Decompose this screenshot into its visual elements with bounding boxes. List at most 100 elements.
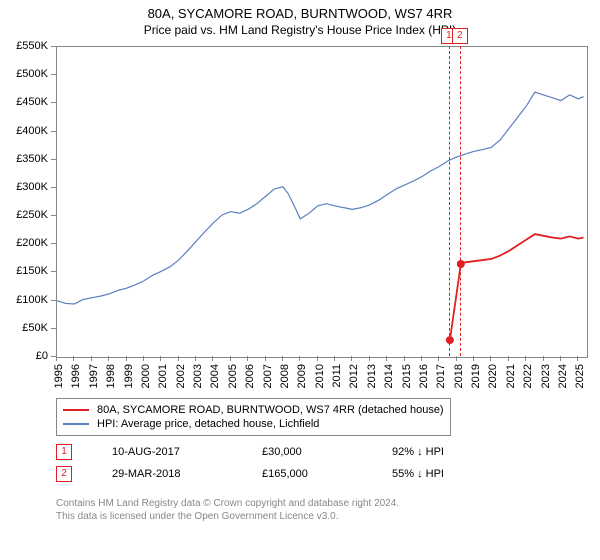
y-axis-label: £350K — [0, 153, 48, 165]
transaction-price: £165,000 — [262, 468, 352, 480]
x-axis-label: 2008 — [279, 364, 291, 388]
price-point — [446, 336, 454, 344]
transaction-badge: 1 — [56, 444, 72, 460]
x-tick — [334, 356, 335, 361]
chart-svg — [57, 47, 587, 357]
x-axis-label: 2012 — [348, 364, 360, 388]
x-axis-label: 1997 — [88, 364, 100, 388]
y-tick — [51, 300, 56, 301]
x-tick — [195, 356, 196, 361]
x-tick — [456, 356, 457, 361]
y-axis-label: £0 — [0, 350, 48, 362]
x-axis-label: 2009 — [296, 364, 308, 388]
x-axis-label: 2002 — [175, 364, 187, 388]
legend-label: HPI: Average price, detached house, Lich… — [97, 418, 319, 430]
x-axis-label: 2000 — [140, 364, 152, 388]
transaction-badge: 2 — [56, 466, 72, 482]
x-tick — [299, 356, 300, 361]
x-axis-label: 2010 — [314, 364, 326, 388]
transaction-row: 1 10-AUG-2017 £30,000 92% ↓ HPI — [56, 444, 444, 460]
footnote-licence: This data is licensed under the Open Gov… — [56, 511, 338, 522]
legend-label: 80A, SYCAMORE ROAD, BURNTWOOD, WS7 4RR (… — [97, 404, 444, 416]
x-axis-label: 2013 — [366, 364, 378, 388]
x-tick — [317, 356, 318, 361]
legend-row: HPI: Average price, detached house, Lich… — [63, 417, 444, 431]
y-axis-label: £50K — [0, 322, 48, 334]
y-tick — [51, 159, 56, 160]
x-tick — [160, 356, 161, 361]
y-axis-label: £400K — [0, 125, 48, 137]
y-tick — [51, 328, 56, 329]
x-tick — [386, 356, 387, 361]
x-axis-label: 2023 — [540, 364, 552, 388]
x-tick — [265, 356, 266, 361]
y-axis-label: £200K — [0, 237, 48, 249]
transaction-pct: 55% ↓ HPI — [392, 468, 444, 480]
marker-line — [460, 46, 461, 356]
line-series — [57, 92, 584, 304]
x-tick — [143, 356, 144, 361]
y-tick — [51, 131, 56, 132]
legend-swatch — [63, 423, 89, 425]
line-series — [450, 234, 584, 340]
x-axis-label: 2020 — [487, 364, 499, 388]
x-axis-label: 2007 — [262, 364, 274, 388]
x-axis-label: 2018 — [453, 364, 465, 388]
x-tick — [543, 356, 544, 361]
y-axis-label: £100K — [0, 294, 48, 306]
x-axis-label: 1996 — [70, 364, 82, 388]
x-axis-label: 2021 — [505, 364, 517, 388]
transaction-row: 2 29-MAR-2018 £165,000 55% ↓ HPI — [56, 466, 444, 482]
x-axis-label: 2024 — [557, 364, 569, 388]
marker-line — [449, 46, 450, 356]
x-tick — [73, 356, 74, 361]
price-point — [457, 260, 465, 268]
transaction-price: £30,000 — [262, 446, 352, 458]
x-tick — [404, 356, 405, 361]
x-axis-label: 2022 — [522, 364, 534, 388]
x-tick — [525, 356, 526, 361]
x-tick — [230, 356, 231, 361]
x-axis-label: 1998 — [105, 364, 117, 388]
chart-title: 80A, SYCAMORE ROAD, BURNTWOOD, WS7 4RR — [0, 0, 600, 21]
x-tick — [126, 356, 127, 361]
x-tick — [508, 356, 509, 361]
x-axis-label: 2019 — [470, 364, 482, 388]
x-tick — [282, 356, 283, 361]
x-tick — [178, 356, 179, 361]
y-tick — [51, 243, 56, 244]
x-tick — [56, 356, 57, 361]
y-tick — [51, 74, 56, 75]
y-axis-label: £550K — [0, 40, 48, 52]
x-axis-label: 2005 — [227, 364, 239, 388]
y-tick — [51, 46, 56, 47]
x-axis-label: 2006 — [244, 364, 256, 388]
x-tick — [421, 356, 422, 361]
x-tick — [91, 356, 92, 361]
x-axis-label: 1995 — [53, 364, 65, 388]
x-tick — [351, 356, 352, 361]
x-axis-label: 2016 — [418, 364, 430, 388]
chart-subtitle: Price paid vs. HM Land Registry's House … — [0, 21, 600, 43]
y-axis-label: £250K — [0, 209, 48, 221]
plot-area — [56, 46, 588, 358]
transaction-pct: 92% ↓ HPI — [392, 446, 444, 458]
y-tick — [51, 215, 56, 216]
x-axis-label: 2011 — [331, 364, 343, 388]
transaction-date: 10-AUG-2017 — [112, 446, 222, 458]
y-axis-label: £500K — [0, 68, 48, 80]
legend-swatch — [63, 409, 89, 411]
y-axis-label: £300K — [0, 181, 48, 193]
x-axis-label: 2014 — [383, 364, 395, 388]
x-tick — [560, 356, 561, 361]
y-tick — [51, 102, 56, 103]
x-tick — [473, 356, 474, 361]
transaction-date: 29-MAR-2018 — [112, 468, 222, 480]
container: 80A, SYCAMORE ROAD, BURNTWOOD, WS7 4RR P… — [0, 0, 600, 560]
legend-box: 80A, SYCAMORE ROAD, BURNTWOOD, WS7 4RR (… — [56, 398, 451, 436]
footnote-copyright: Contains HM Land Registry data © Crown c… — [56, 498, 399, 509]
x-tick — [438, 356, 439, 361]
marker-badge: 2 — [452, 28, 468, 44]
x-tick — [247, 356, 248, 361]
x-axis-label: 1999 — [123, 364, 135, 388]
